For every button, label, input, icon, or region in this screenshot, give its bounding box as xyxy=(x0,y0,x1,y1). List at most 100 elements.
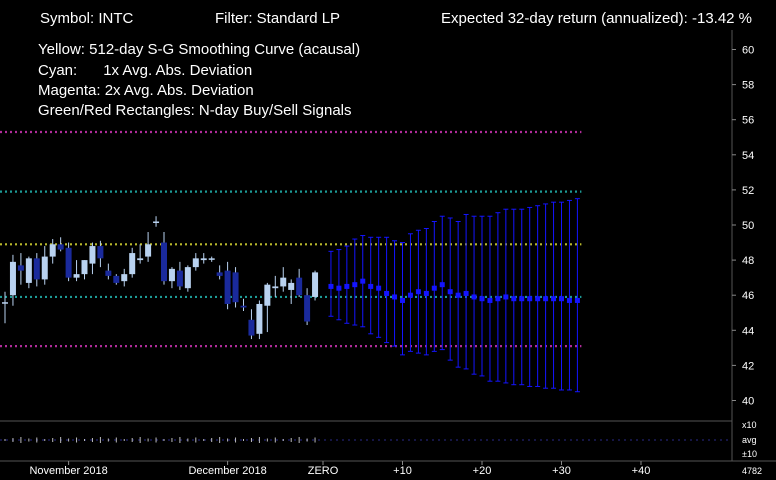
candle-up xyxy=(256,303,263,334)
forecast-point xyxy=(384,290,390,296)
forecast-point xyxy=(503,294,509,300)
y-tick-label: 54 xyxy=(742,150,754,162)
candle-down xyxy=(113,275,120,283)
legend-cyan: Cyan: 1x Avg. Abs. Deviation xyxy=(38,62,252,79)
legend-cyan-text: 1x Avg. Abs. Deviation xyxy=(103,62,253,79)
forecast-point xyxy=(479,296,485,302)
y-tick-label: 46 xyxy=(742,290,754,302)
forecast-point xyxy=(455,292,461,298)
x-tick-label: November 2018 xyxy=(29,465,107,477)
forecast-point xyxy=(463,290,469,296)
candle-up xyxy=(312,272,319,297)
axes xyxy=(0,30,776,462)
candle-up xyxy=(129,253,136,275)
candle-up xyxy=(153,221,160,223)
symbol-label: Symbol: INTC xyxy=(40,10,134,27)
forecast-point xyxy=(368,283,374,289)
legend-cyan-key: Cyan: xyxy=(38,62,78,79)
x-tick-labels: November 2018 December 2018 ZERO +10 +20 +30 +… xyxy=(29,461,650,477)
sub-label: avg xyxy=(742,435,757,445)
y-tick-label: 56 xyxy=(742,115,754,127)
y-tick-label: 44 xyxy=(742,325,754,337)
x-tick-label: ZERO xyxy=(308,465,339,477)
candle-up xyxy=(89,246,96,264)
candle-up xyxy=(121,274,128,282)
x-tick-label: +10 xyxy=(393,465,412,477)
forecast-point xyxy=(415,289,421,295)
candle-up xyxy=(25,258,32,283)
forecast-point xyxy=(519,296,525,302)
forecast-point xyxy=(543,296,549,302)
forecast-point xyxy=(511,296,517,302)
forecast-point xyxy=(376,285,382,291)
y-tick-label: 58 xyxy=(742,80,754,92)
candle-down xyxy=(161,242,167,282)
forecast-point xyxy=(431,285,437,291)
legend-yellow: Yellow: 512-day S-G Smoothing Curve (aca… xyxy=(38,41,361,58)
forecast-point xyxy=(392,294,398,300)
candle-down xyxy=(232,272,239,303)
candle-down xyxy=(224,270,231,304)
candle-up xyxy=(9,261,16,296)
candle-down xyxy=(17,265,24,271)
forecast-bars xyxy=(328,198,580,393)
forecast-point xyxy=(407,292,413,298)
x-tick-label: +20 xyxy=(473,465,492,477)
candle-up xyxy=(288,282,295,290)
forecast-point xyxy=(527,296,533,302)
sub-panel: x10 avg ±10 4782 xyxy=(0,420,762,476)
expected-return-label: Expected 32-day return (annualized): -13… xyxy=(441,10,753,27)
y-tick-label: 48 xyxy=(742,255,754,267)
candle-down xyxy=(216,272,223,276)
candle-down xyxy=(105,270,112,276)
y-tick-label: 42 xyxy=(742,360,754,372)
candle-up xyxy=(145,244,152,257)
candle-down xyxy=(97,246,104,259)
filter-label: Filter: Standard LP xyxy=(215,10,341,27)
y-tick-label: 60 xyxy=(742,45,754,57)
forecast-point xyxy=(360,278,366,284)
sub-label: x10 xyxy=(742,420,757,430)
legend-rectangles: Green/Red Rectangles: N-day Buy/Sell Sig… xyxy=(38,102,352,119)
forecast-point xyxy=(352,282,358,288)
forecast-point xyxy=(535,296,541,302)
candle-up xyxy=(192,258,199,268)
candle-up xyxy=(264,284,271,306)
forecast-point xyxy=(551,296,557,302)
y-tick-label: 40 xyxy=(742,396,754,408)
candle-up xyxy=(280,277,287,287)
candle-up xyxy=(41,256,48,280)
forecast-point xyxy=(495,296,501,302)
candle-up xyxy=(200,258,207,261)
forecast-point xyxy=(447,289,453,295)
candle-up xyxy=(168,268,175,282)
forecast-point xyxy=(423,290,429,296)
candle-up xyxy=(2,302,8,304)
candle-up xyxy=(81,260,88,275)
forecast-point xyxy=(336,285,342,291)
candle-down xyxy=(240,305,247,308)
candles xyxy=(2,216,319,340)
legend-magenta: Magenta: 2x Avg. Abs. Deviation xyxy=(38,82,254,99)
candle-up xyxy=(73,274,80,278)
candle-down xyxy=(176,270,183,287)
candle-down xyxy=(304,295,311,322)
y-tick-label: 50 xyxy=(742,220,754,232)
forecast-point xyxy=(439,282,445,288)
candle-down xyxy=(296,277,303,296)
candle-down xyxy=(57,244,64,250)
x-tick-label: +40 xyxy=(632,465,651,477)
forecast-point xyxy=(559,296,564,302)
forecast-point xyxy=(328,283,334,289)
candle-up xyxy=(208,258,215,260)
candle-down xyxy=(248,319,255,336)
candle-up xyxy=(184,267,191,289)
forecast-point xyxy=(574,297,580,303)
sub-count-label: 4782 xyxy=(742,466,762,476)
forecast-point xyxy=(487,297,493,303)
forecast-point xyxy=(471,294,477,300)
candle-up xyxy=(272,286,279,289)
forecast-point xyxy=(344,283,350,289)
